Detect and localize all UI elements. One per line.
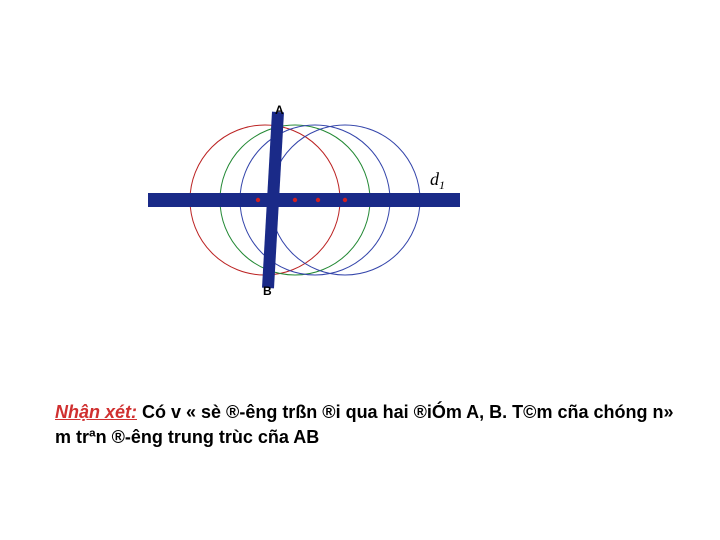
svg-text:d1: d1	[430, 169, 445, 192]
caption-text: Nhận xét: Có v « sè ®-êng trßn ®i qua ha…	[55, 400, 675, 450]
caption-body: Có v « sè ®-êng trßn ®i qua hai ®iÓm A, …	[55, 402, 673, 447]
geometry-diagram: A Bd1	[140, 100, 470, 300]
svg-text:B: B	[263, 284, 272, 298]
caption-label: Nhận xét:	[55, 402, 137, 422]
svg-text:A: A	[275, 103, 284, 117]
